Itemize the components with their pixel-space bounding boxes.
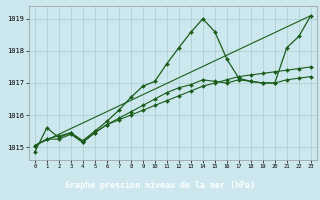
- Text: Graphe pression niveau de la mer (hPa): Graphe pression niveau de la mer (hPa): [65, 182, 255, 190]
